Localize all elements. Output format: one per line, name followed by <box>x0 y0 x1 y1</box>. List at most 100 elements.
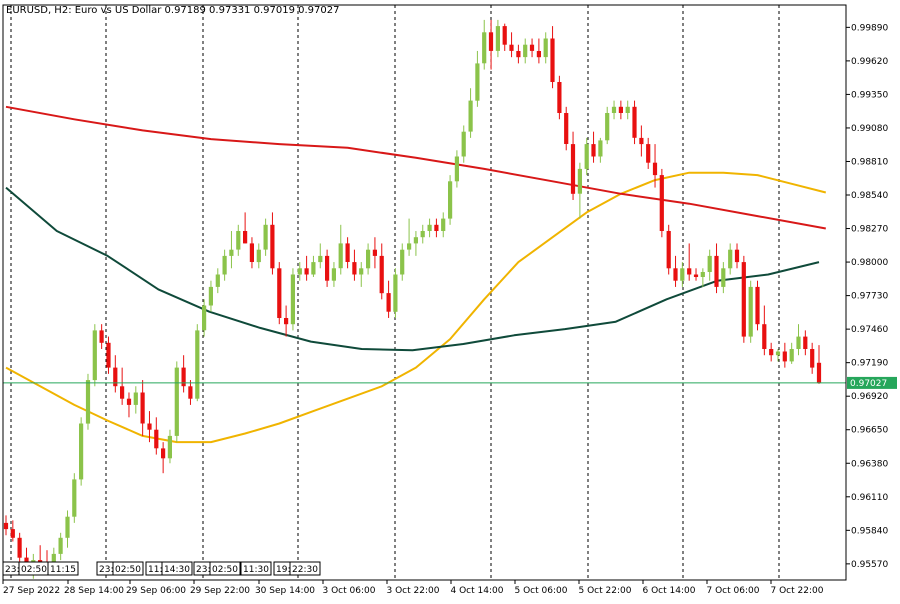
bear-candle-body <box>386 293 391 312</box>
bull-candle-body <box>584 144 589 169</box>
bull-candle-body <box>393 274 398 312</box>
bull-candle-body <box>468 100 473 132</box>
bull-candle-body <box>441 218 446 231</box>
bull-candle-body <box>51 553 56 568</box>
bull-candle-body <box>611 106 617 113</box>
bear-candle-body <box>99 330 104 343</box>
bear-candle-body <box>673 268 678 281</box>
x-tick-label: 28 Sep 14:00 <box>64 586 124 596</box>
bull-candle-body <box>427 224 432 231</box>
session-time-label: 23: <box>5 565 19 575</box>
bear-candle-body <box>516 51 521 58</box>
session-time-label: 11:15 <box>50 565 76 575</box>
y-tick-label: 0.99080 <box>851 124 888 134</box>
bull-candle-body <box>229 249 234 256</box>
session-time-label: 11: <box>148 565 162 575</box>
bear-candle-body <box>126 398 132 405</box>
bull-candle-body <box>167 435 172 459</box>
bear-candle-body <box>24 557 29 566</box>
bear-candle-body <box>181 367 186 387</box>
labels: EURUSD, H2: Euro vs US Dollar 0.97189 0.… <box>2 5 339 576</box>
bear-candle-body <box>618 106 623 113</box>
y-tick-label: 0.98540 <box>851 191 888 201</box>
bull-candle-body <box>79 423 84 480</box>
bear-candle-body <box>17 537 22 558</box>
bull-candle-body <box>174 367 179 436</box>
y-tick-label: 0.97190 <box>851 359 888 369</box>
bull-candle-body <box>523 44 528 58</box>
bull-candle-body <box>598 140 603 157</box>
bear-candle-body <box>140 392 145 424</box>
y-tick-label: 0.98270 <box>851 225 888 235</box>
session-time-label: 22:30 <box>292 565 318 575</box>
bear-candle-body <box>270 224 275 269</box>
y-tick-label: 0.97460 <box>851 325 888 335</box>
bear-candle-body <box>693 274 699 277</box>
bull-candle-body <box>707 255 712 272</box>
bull-candle-body <box>256 249 261 263</box>
current-price-label: 0.97027 <box>850 379 887 389</box>
ma-mid-line <box>5 105 826 230</box>
bull-candle-body <box>236 231 241 250</box>
session-time-box <box>161 561 193 576</box>
bear-candle-body <box>154 429 159 449</box>
bear-candle-body <box>325 255 330 281</box>
bear-candle-body <box>345 243 350 262</box>
bear-candle-body <box>10 529 15 538</box>
bear-candle-body <box>762 324 767 349</box>
bear-candle-body <box>816 362 822 383</box>
y-tick-label: 0.97730 <box>851 292 888 302</box>
x-tick-label: 7 Oct 06:00 <box>707 586 760 596</box>
bear-candle-body <box>106 342 111 368</box>
bull-candle-body <box>605 113 610 141</box>
bull-candle-body <box>215 274 220 287</box>
bull-candle-body <box>721 268 726 287</box>
bear-candle-body <box>632 106 637 138</box>
bear-candle-body <box>741 262 746 337</box>
bull-candle-body <box>789 349 794 362</box>
bear-candle-body <box>536 51 541 58</box>
bull-candle-body <box>400 249 405 275</box>
session-time-box <box>289 561 321 576</box>
bear-candle-body <box>120 386 125 399</box>
bull-candle-body <box>208 286 213 306</box>
bear-candle-body <box>810 349 815 368</box>
candles <box>3 19 822 579</box>
session-time-label: 14:30 <box>164 565 190 575</box>
bear-candle-body <box>714 255 719 287</box>
bear-candle-body <box>284 318 289 325</box>
x-tick-label: 27 Sep 2022 <box>3 586 60 596</box>
session-time-label: 02:50 <box>21 565 47 575</box>
bull-candle-body <box>543 38 548 58</box>
bull-candle-body <box>58 537 63 554</box>
bear-candle-body <box>529 44 535 51</box>
x-tick-label: 3 Oct 06:00 <box>323 586 376 596</box>
axes: 0.99890 0.99620 0.99350 0.99080 0.98810 0.985… <box>2 4 888 596</box>
y-tick-label: 0.99890 <box>851 23 888 33</box>
bear-candle-body <box>434 224 439 231</box>
bull-candle-body <box>577 168 582 194</box>
y-tick-label: 0.99620 <box>851 57 888 67</box>
current-price-tag <box>847 376 897 389</box>
bear-candle-body <box>147 423 152 430</box>
bear-candle-body <box>249 243 254 262</box>
bull-candle-body <box>311 262 316 275</box>
y-tick-label: 0.96920 <box>851 392 888 402</box>
bull-candle-body <box>625 106 630 113</box>
bull-candle-body <box>72 479 77 517</box>
bear-candle-body <box>304 268 309 275</box>
x-tick-label: 5 Oct 06:00 <box>515 586 568 596</box>
bear-candle-body <box>277 268 282 318</box>
bull-candle-body <box>448 181 453 219</box>
bull-candle-body <box>461 131 466 157</box>
bear-candle-body <box>372 249 377 256</box>
current-price-line: 0.97027 <box>3 376 897 389</box>
bear-candle-body <box>188 386 193 399</box>
bear-candle-body <box>550 38 555 82</box>
plot-frame <box>2 4 847 581</box>
bull-candle-body <box>65 516 70 538</box>
bear-candle-body <box>666 231 671 269</box>
x-tick-label: 7 Oct 22:00 <box>771 586 824 596</box>
